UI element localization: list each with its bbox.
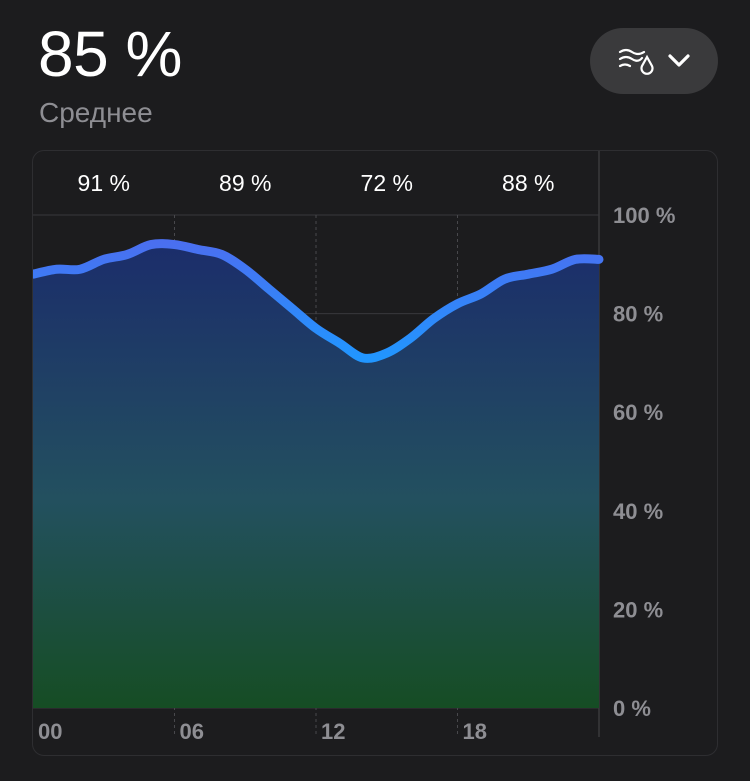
y-tick-label: 60 % — [613, 400, 663, 425]
segment-label: 89 % — [219, 170, 271, 196]
y-tick-label: 0 % — [613, 696, 651, 721]
x-tick-label: 00 — [38, 719, 62, 744]
segment-label: 88 % — [502, 170, 554, 196]
y-tick-label: 40 % — [613, 499, 663, 524]
average-label: Среднее — [39, 97, 153, 128]
humidity-chart-card: 91 % 89 % 72 % 88 % 100 % 80 % 60 % 40 % 20 % 0 %… — [32, 150, 718, 756]
y-tick-label: 20 % — [613, 597, 663, 622]
x-tick-label: 18 — [463, 719, 487, 744]
humidity-icon — [618, 48, 654, 75]
humidity-chart: 91 % 89 % 72 % 88 % 100 % 80 % 60 % 40 % 20 % 0 %… — [33, 151, 675, 744]
humidity-line — [33, 239, 604, 363]
chevron-down-icon — [668, 54, 690, 67]
segment-label: 91 % — [78, 170, 130, 196]
x-tick-label: 12 — [321, 719, 345, 744]
metric-selector-button[interactable] — [590, 28, 718, 94]
average-value: 85 % — [38, 18, 182, 90]
x-tick-label: 06 — [180, 719, 204, 744]
humidity-area — [33, 243, 599, 708]
y-tick-label: 100 % — [613, 203, 675, 228]
segment-label: 72 % — [361, 170, 413, 196]
y-tick-label: 80 % — [613, 302, 663, 327]
